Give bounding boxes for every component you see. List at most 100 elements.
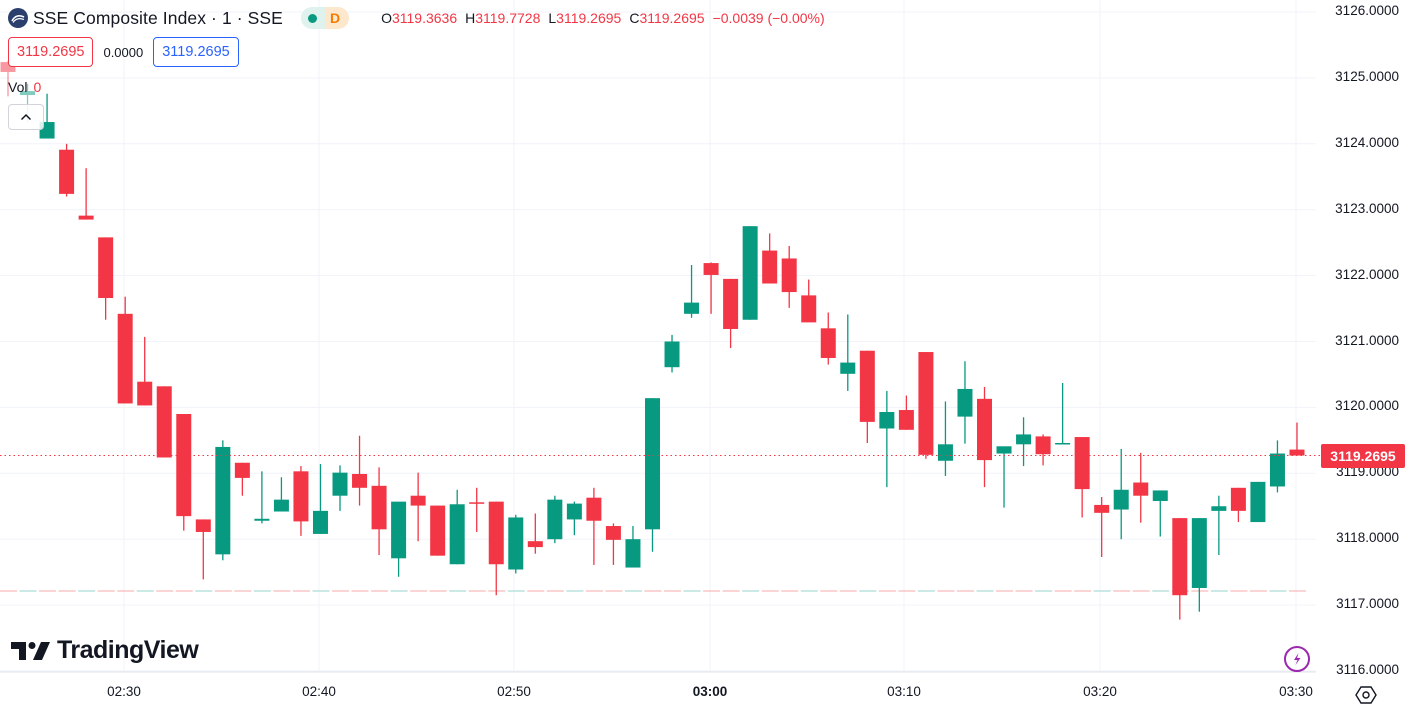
candle[interactable]: [840, 314, 856, 391]
sse-logo-icon[interactable]: [8, 8, 28, 28]
volume-value: 0: [33, 79, 42, 95]
candle[interactable]: [1133, 452, 1149, 523]
candle[interactable]: [312, 464, 328, 534]
spread-value: 0.0000: [103, 44, 144, 60]
candle[interactable]: [1152, 490, 1168, 537]
candle[interactable]: [742, 226, 758, 320]
candle[interactable]: [820, 312, 836, 365]
close-value: 3119.2695: [639, 10, 705, 26]
price-tick-label: 3123.0000: [1335, 200, 1399, 216]
candle[interactable]: [1211, 495, 1227, 556]
candle[interactable]: [918, 352, 934, 459]
volume-label[interactable]: Vol: [8, 79, 28, 95]
buy-button[interactable]: 3119.2695: [153, 37, 239, 67]
time-tick-label: 03:20: [1083, 684, 1117, 699]
candle[interactable]: [1289, 422, 1305, 456]
ohlc-values: O 3119.3636 H 3119.7728 L 3119.2695 C 3119.2…: [381, 10, 833, 26]
candle[interactable]: [801, 279, 817, 323]
candle[interactable]: [1250, 481, 1266, 523]
candle[interactable]: [527, 513, 543, 554]
high-key: H: [465, 10, 476, 26]
candle[interactable]: [293, 466, 309, 536]
candle[interactable]: [391, 501, 407, 577]
price-tick-label: 3116.0000: [1336, 662, 1399, 677]
candle[interactable]: [1191, 518, 1207, 612]
candle[interactable]: [332, 465, 348, 511]
tradingview-logo[interactable]: TradingView: [11, 636, 199, 665]
candle[interactable]: [488, 501, 504, 596]
logo-text: TradingView: [57, 636, 199, 664]
symbol-legend: SSE Composite Index · 1 · SSE D O 3119.36…: [8, 6, 833, 30]
price-tick-label: 3125.0000: [1335, 68, 1399, 84]
candle[interactable]: [1074, 437, 1090, 518]
price-tick-label: 3122.0000: [1335, 266, 1399, 282]
candle[interactable]: [1035, 434, 1051, 466]
time-tick-label: 03:00: [692, 684, 728, 699]
candle[interactable]: [508, 514, 524, 574]
change-value: −0.0039 (−0.00%): [712, 10, 825, 26]
lightning-icon: [1294, 653, 1301, 665]
candle[interactable]: [644, 398, 660, 552]
collapse-legend-button[interactable]: [8, 104, 44, 130]
candle[interactable]: [469, 487, 485, 532]
candle[interactable]: [215, 440, 231, 561]
candle[interactable]: [410, 472, 426, 542]
price-tick-label: 3124.0000: [1335, 134, 1399, 150]
candle[interactable]: [0, 60, 16, 97]
candle[interactable]: [957, 361, 973, 444]
candle[interactable]: [430, 505, 446, 556]
candle[interactable]: [1269, 440, 1285, 493]
candle[interactable]: [723, 278, 739, 349]
chart-settings-button[interactable]: [1354, 684, 1378, 706]
settings-hexagon-icon: [1355, 686, 1377, 704]
candle[interactable]: [59, 143, 75, 197]
candle[interactable]: [605, 523, 621, 565]
candle[interactable]: [781, 245, 797, 308]
candle[interactable]: [762, 233, 778, 284]
candle[interactable]: [176, 413, 192, 531]
candle[interactable]: [1230, 487, 1246, 523]
candle[interactable]: [1016, 417, 1032, 467]
candle[interactable]: [449, 489, 465, 565]
last-price-label: 3119.2695: [1321, 444, 1405, 468]
tradingview-logo-icon: [11, 641, 50, 660]
candle[interactable]: [1113, 448, 1129, 540]
candle[interactable]: [195, 519, 211, 580]
candle[interactable]: [352, 435, 368, 506]
candle[interactable]: [996, 446, 1012, 508]
candle[interactable]: [371, 467, 387, 556]
candle[interactable]: [684, 265, 700, 318]
symbol-title[interactable]: SSE Composite Index · 1 · SSE: [33, 7, 283, 28]
candle[interactable]: [117, 296, 133, 404]
candle[interactable]: [78, 168, 94, 220]
candle[interactable]: [898, 395, 914, 430]
candle[interactable]: [586, 487, 602, 565]
candle[interactable]: [1094, 497, 1110, 557]
time-tick-label: 03:10: [887, 684, 921, 699]
candle[interactable]: [137, 336, 153, 406]
candle[interactable]: [1172, 518, 1188, 620]
candle[interactable]: [1055, 383, 1071, 445]
trade-buttons: 3119.2695 0.0000 3119.2695: [8, 37, 239, 67]
candle[interactable]: [625, 526, 641, 568]
candle[interactable]: [937, 401, 953, 476]
candle[interactable]: [98, 237, 114, 320]
candle[interactable]: [254, 471, 270, 524]
candle[interactable]: [234, 462, 250, 496]
candle[interactable]: [547, 495, 563, 544]
candle[interactable]: [566, 501, 582, 536]
market-status-pill[interactable]: D: [300, 7, 350, 29]
sell-button[interactable]: 3119.2695: [8, 37, 94, 67]
low-value: 3119.2695: [556, 10, 622, 26]
candle[interactable]: [664, 334, 680, 373]
candle[interactable]: [156, 386, 172, 458]
price-tick-label: 3120.0000: [1335, 398, 1399, 414]
lightning-button[interactable]: [1284, 646, 1310, 672]
candle[interactable]: [703, 262, 719, 314]
candle[interactable]: [859, 350, 875, 443]
candle[interactable]: [273, 477, 289, 512]
candle[interactable]: [977, 386, 992, 488]
candle[interactable]: [879, 390, 895, 488]
